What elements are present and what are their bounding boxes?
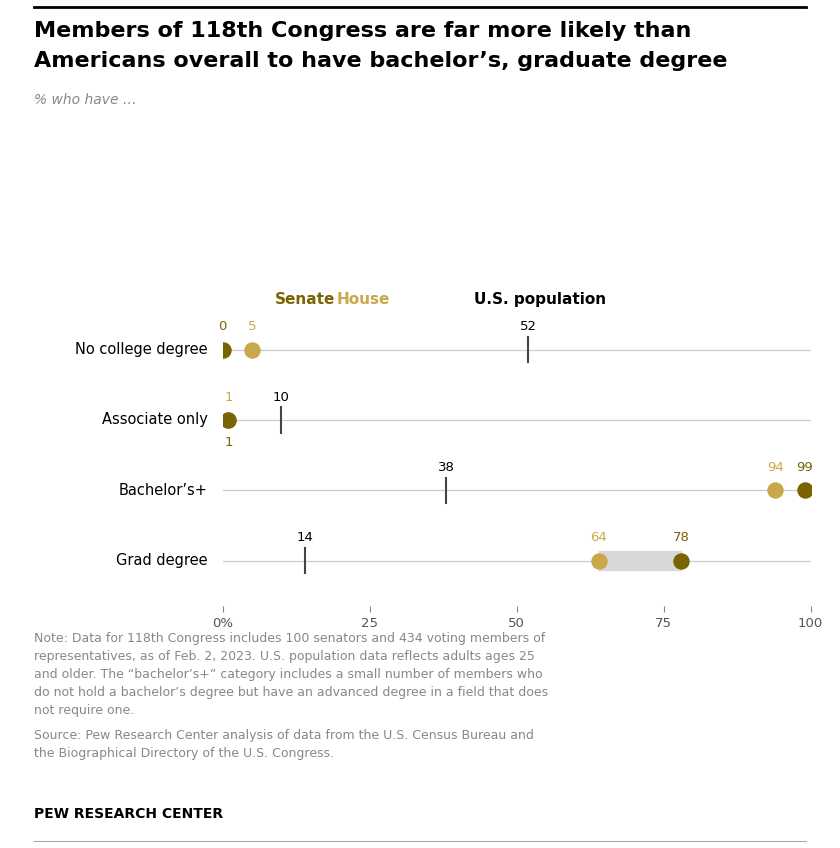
Text: % who have …: % who have … [34, 93, 136, 108]
Text: Americans overall to have bachelor’s, graduate degree: Americans overall to have bachelor’s, gr… [34, 51, 727, 71]
Text: 94: 94 [767, 461, 784, 474]
Point [222, 413, 235, 427]
Text: 0: 0 [218, 321, 227, 333]
Text: Associate only: Associate only [102, 412, 208, 427]
Text: 38: 38 [438, 461, 454, 474]
Point [216, 343, 229, 356]
Text: 99: 99 [796, 461, 813, 474]
Point [592, 554, 606, 567]
Text: House: House [337, 293, 391, 307]
Point [245, 343, 259, 356]
Text: PEW RESEARCH CENTER: PEW RESEARCH CENTER [34, 807, 223, 822]
Point [769, 483, 782, 497]
Text: Note: Data for 118th Congress includes 100 senators and 434 voting members of
re: Note: Data for 118th Congress includes 1… [34, 632, 548, 717]
Text: Senate: Senate [275, 293, 335, 307]
Text: 1: 1 [224, 391, 233, 404]
Text: Members of 118th Congress are far more likely than: Members of 118th Congress are far more l… [34, 21, 691, 42]
Text: U.S. population: U.S. population [474, 293, 606, 307]
Text: Bachelor’s+: Bachelor’s+ [119, 483, 208, 498]
Text: 14: 14 [297, 532, 313, 544]
Text: 10: 10 [273, 391, 290, 404]
Text: 64: 64 [591, 532, 607, 544]
Point [675, 554, 688, 567]
Text: No college degree: No college degree [76, 342, 208, 357]
Text: 78: 78 [673, 532, 690, 544]
Text: 52: 52 [520, 321, 537, 333]
Text: Grad degree: Grad degree [116, 553, 208, 568]
Text: 5: 5 [248, 321, 256, 333]
Text: Source: Pew Research Center analysis of data from the U.S. Census Bureau and
the: Source: Pew Research Center analysis of … [34, 729, 533, 761]
Text: 1: 1 [224, 436, 233, 449]
Point [222, 413, 235, 427]
Point [798, 483, 811, 497]
